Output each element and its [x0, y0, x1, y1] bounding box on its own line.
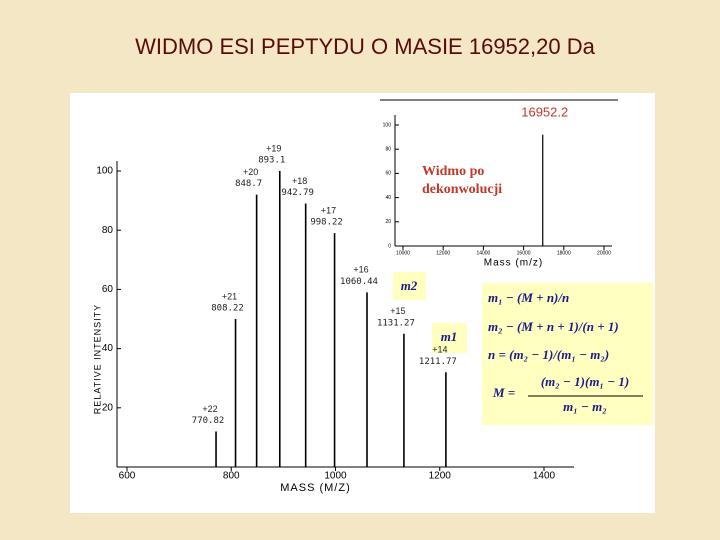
- mass-label: 893.1: [258, 156, 285, 166]
- x-tick-label: 1200: [429, 471, 452, 482]
- formula: n = (m₂ − 1)/(m₁ − m₂): [488, 347, 609, 362]
- charge-label: +16: [353, 265, 368, 275]
- charge-label: +17: [321, 206, 336, 216]
- x-tick-label: 12000: [436, 250, 450, 256]
- callout-box: [393, 272, 426, 300]
- x-tick-label: 20000: [597, 250, 611, 256]
- formula: m₁ − m₂: [563, 399, 607, 414]
- mass-label: 1131.27: [377, 318, 415, 328]
- charge-label: +15: [390, 306, 405, 316]
- y-tick-label: 20: [385, 219, 391, 225]
- x-tick-label: 18000: [557, 250, 571, 256]
- x-tick-label: 16000: [517, 250, 531, 256]
- x-tick-label: 1400: [533, 471, 556, 482]
- y-tick-label: 100: [96, 166, 113, 177]
- inset-panel: [378, 100, 618, 272]
- charge-label: +22: [202, 404, 217, 414]
- x-tick-label: 1000: [324, 471, 347, 482]
- formula: m₁ − (M + n)/n: [488, 290, 569, 305]
- x-axis-label: Mass (m/z): [484, 258, 543, 269]
- y-tick-label: 80: [385, 147, 391, 153]
- mass-label: 16952.2: [521, 104, 568, 119]
- mass-label: 1211.77: [419, 357, 457, 367]
- mass-label: 942.79: [281, 188, 314, 198]
- y-tick-label: 60: [102, 284, 114, 295]
- x-tick-label: 14000: [476, 250, 490, 256]
- slide-title: WIDMO ESI PEPTYDU O MASIE 16952,20 Da: [135, 34, 595, 59]
- annotation: Widmo po: [422, 164, 484, 179]
- callout-box: [432, 323, 467, 353]
- y-tick-label: 40: [102, 343, 114, 354]
- x-tick-label: 600: [119, 471, 136, 482]
- x-axis-label: MASS (M/Z): [280, 482, 351, 494]
- formula: m₂ − (M + n + 1)/(n + 1): [488, 319, 619, 334]
- mass-label: 1060.44: [340, 277, 378, 287]
- annotation: dekonwolucji: [422, 182, 502, 197]
- mass-label: 848.7: [235, 179, 262, 189]
- charge-label: +20: [243, 167, 258, 177]
- x-tick-label: 800: [223, 471, 240, 482]
- formula: M =: [492, 385, 515, 400]
- y-axis-label: RELATIVE INTENSITY: [92, 304, 102, 414]
- y-tick-label: 80: [102, 225, 114, 236]
- callout: m1: [441, 329, 458, 344]
- callout: m2: [401, 278, 418, 293]
- y-tick-label: 100: [383, 122, 392, 128]
- y-tick-label: 40: [385, 195, 391, 201]
- mass-label: 998.22: [310, 218, 343, 228]
- y-tick-label: 60: [385, 171, 391, 177]
- formula: (m₂ − 1)(m₁ − 1): [541, 374, 629, 389]
- mass-label: 770.82: [192, 416, 225, 426]
- charge-label: +21: [222, 291, 237, 301]
- formula-box: [482, 283, 653, 425]
- charge-label: +18: [292, 176, 307, 186]
- charge-label: +19: [266, 143, 281, 153]
- y-tick-label: 20: [102, 402, 114, 413]
- y-tick-label: 0: [388, 243, 391, 249]
- x-tick-label: 10000: [396, 250, 410, 256]
- mass-label: 808.22: [211, 304, 244, 314]
- charge-label: +14: [432, 345, 447, 355]
